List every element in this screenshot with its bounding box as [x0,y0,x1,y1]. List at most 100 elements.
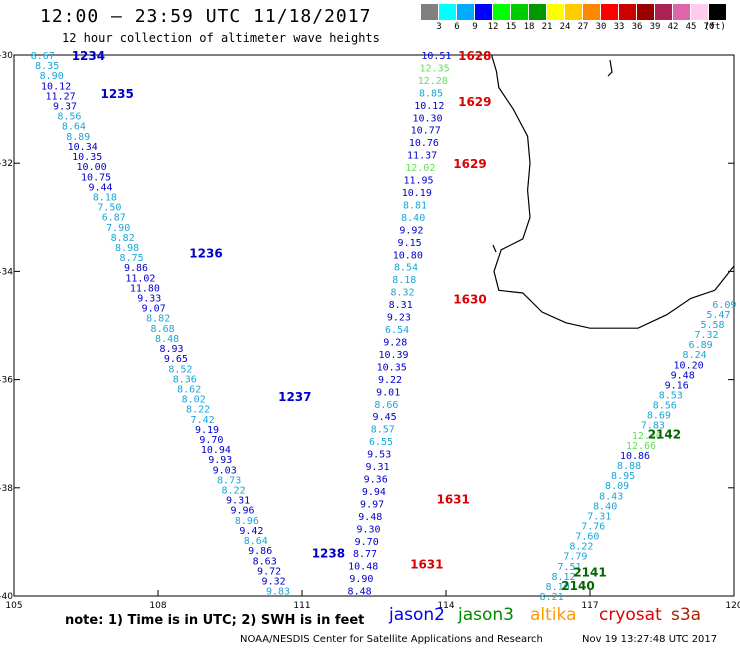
wave-height-label: 9.86 [248,546,272,557]
wave-height-label: 7.60 [575,532,599,543]
wave-height-label: 10.51 [421,51,451,62]
wave-height-label: 8.81 [403,201,427,212]
wave-height-label: 9.19 [195,425,219,436]
y-tick-label: -38 [0,484,13,494]
wave-height-label: 9.15 [398,238,422,249]
wave-height-label: 10.35 [72,152,102,163]
wave-height-label: 8.31 [389,300,413,311]
wave-height-label: 8.18 [93,193,117,204]
wave-height-label: 12.02 [405,163,435,174]
y-tick-label: -30 [0,51,13,61]
wave-height-label: 10.75 [81,172,111,183]
scale-label: 15 [505,22,517,32]
pass-time-label: 1628 [458,49,491,63]
scale-label: 70 [703,22,715,32]
wave-height-label: 11.27 [46,91,76,102]
scale-label: 12 [487,22,499,32]
wave-height-label: 9.86 [124,263,148,274]
wave-height-label: 10.19 [402,188,432,199]
wave-height-label: 7.76 [581,522,605,533]
scale-swatch [601,4,618,20]
pass-time-label: 1234 [72,49,105,63]
wave-height-label: 8.40 [401,213,425,224]
wave-height-label: 8.32 [390,288,414,299]
wave-height-label: 9.42 [239,526,263,537]
wave-height-label: 11.37 [407,151,437,162]
wave-height-label: 9.16 [665,381,689,392]
wave-height-label: 9.93 [208,455,232,466]
pass-time-label: 2141 [573,566,606,580]
satellite-s3a: s3a [671,605,702,625]
wave-height-label: 8.77 [353,549,377,560]
wave-height-label: 8.02 [182,395,206,406]
wave-height-label: 9.07 [142,304,166,315]
wave-height-label: 9.32 [262,577,286,588]
wave-height-label: 8.56 [653,401,677,412]
x-tick-label: 120 [725,601,740,611]
wave-height-label: 8.96 [235,516,259,527]
scale-unit: (ft) [704,22,726,32]
satellite-altika: altika [530,605,577,625]
wave-height-label: 6.55 [369,437,393,448]
wave-height-label: 8.52 [168,364,192,375]
scale-swatch [565,4,582,20]
wave-height-label: 5.47 [706,310,730,321]
track-2140: 6.095.475.587.326.898.2410.209.489.168.5… [540,300,737,603]
wave-height-label: 8.54 [394,263,418,274]
pass-time-label: 2140 [561,579,594,593]
credit-line: NOAA/NESDIS Center for Satellite Applica… [240,634,543,645]
wave-height-label: 8.90 [40,71,64,82]
wave-height-label: 8.67 [31,51,55,62]
scale-swatch [475,4,492,20]
wave-height-label: 9.70 [355,537,379,548]
wave-height-label: 8.82 [111,233,135,244]
scale-swatch [691,4,708,20]
wave-height-label: 8.12 [551,572,575,583]
wave-height-label: 9.03 [213,465,237,476]
wave-height-label: 9.44 [88,182,112,193]
wave-height-label: 10.34 [68,142,98,153]
x-tick-label: 114 [437,601,454,611]
wave-height-label: 6.89 [689,340,713,351]
wave-height-label: 9.97 [360,499,384,510]
x-tick-label: 111 [293,601,310,611]
x-tick-label: 117 [581,601,598,611]
wave-height-label: 8.89 [66,132,90,143]
pass-time-label: 1236 [189,247,222,261]
wave-height-label: 9.36 [364,475,388,486]
wave-height-label: 8.22 [569,542,593,553]
wave-height-label: 8.64 [62,122,86,133]
wave-height-label: 10.80 [393,250,423,261]
scale-swatch [511,4,528,20]
wave-height-label: 8.35 [35,61,59,72]
wave-height-label: 12.28 [418,76,448,87]
wave-height-label: 6.09 [712,300,736,311]
wave-height-label: 9.90 [349,574,373,585]
wave-height-label: 9.37 [53,102,77,113]
island-outline [607,59,613,77]
wave-height-label: 9.31 [365,462,389,473]
scale-swatch [709,4,726,20]
pass-time-label: 1629 [453,157,486,171]
y-tick-label: -32 [0,159,13,169]
scale-label: 6 [454,22,460,32]
pass-time-label: 1238 [312,547,345,561]
wave-height-label: 6.54 [385,325,409,336]
wave-height-label: 7.79 [563,552,587,563]
wave-height-label: 7.90 [106,223,130,234]
wave-height-label: 7.83 [641,421,665,432]
wave-height-label: 11.80 [130,283,160,294]
scale-swatch [457,4,474,20]
pass-time-label: 1631 [436,493,469,507]
wave-height-label: 11.02 [125,273,155,284]
generated-timestamp: Nov 19 13:27:48 UTC 2017 [582,634,718,645]
wave-height-label: 10.12 [41,81,71,92]
wave-height-label: 8.68 [151,324,175,335]
wave-height-label: 8.73 [217,475,241,486]
wave-height-label: 9.96 [230,506,254,517]
wave-height-label: 8.62 [177,385,201,396]
scale-swatch [583,4,600,20]
wave-height-label: 8.56 [57,112,81,123]
wave-height-label: 12.35 [420,64,450,75]
